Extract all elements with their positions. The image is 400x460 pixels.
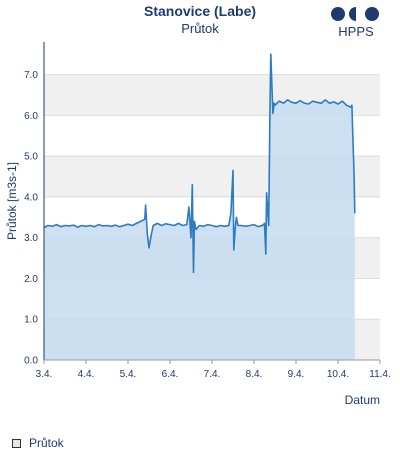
x-tick-label: 11.4.: [369, 369, 391, 380]
x-tick-label: 3.4.: [36, 369, 53, 380]
y-tick-label: 3.0: [24, 233, 38, 244]
y-tick-label: 5.0: [24, 152, 38, 163]
flow-area-fill: [44, 54, 355, 360]
x-tick-label: 7.4.: [204, 369, 221, 380]
flow-area: [43, 53, 356, 360]
y-tick-labels: 0.0 1.0 2.0 3.0 4.0 5.0 6.0 7.0: [24, 70, 38, 366]
x-tick-label: 5.4.: [120, 369, 137, 380]
x-tick-labels: 3.4. 4.4. 5.4. 6.4. 7.4. 8.4. 9.4. 10.4. 11.4.: [36, 360, 391, 380]
x-tick-label: 8.4.: [246, 369, 263, 380]
y-tick-label: 2.0: [24, 274, 38, 285]
x-tick-label: 9.4.: [288, 369, 305, 380]
y-tick-label: 7.0: [24, 70, 38, 81]
chart-subtitle: Průtok: [181, 21, 219, 36]
legend-swatch: [12, 438, 21, 448]
x-axis-title: Datum: [345, 393, 380, 407]
legend[interactable]: Průtok: [12, 436, 64, 450]
x-tick-label: 10.4.: [327, 369, 349, 380]
flow-series-line: [43, 53, 356, 274]
chart-title: Stanovice (Labe): [143, 3, 257, 19]
legend-label: Průtok: [29, 436, 64, 450]
hpps-logo-icon: [331, 7, 379, 21]
y-axis-title: Průtok [m3s-1]: [5, 162, 19, 240]
y-tick-label: 6.0: [24, 111, 38, 122]
y-tick-label: 1.0: [24, 315, 38, 326]
hpps-logo: HPPS: [328, 6, 384, 40]
y-tick-label: 0.0: [24, 356, 38, 367]
logo-text: HPPS: [338, 24, 374, 39]
x-tick-label: 6.4.: [162, 369, 179, 380]
y-tick-label: 4.0: [24, 192, 38, 203]
x-tick-label: 4.4.: [78, 369, 95, 380]
flow-chart: 0.0 1.0 2.0 3.0 4.0 5.0 6.0 7.0 3.4. 4.4. 5.4. 6.4…: [5, 42, 391, 407]
